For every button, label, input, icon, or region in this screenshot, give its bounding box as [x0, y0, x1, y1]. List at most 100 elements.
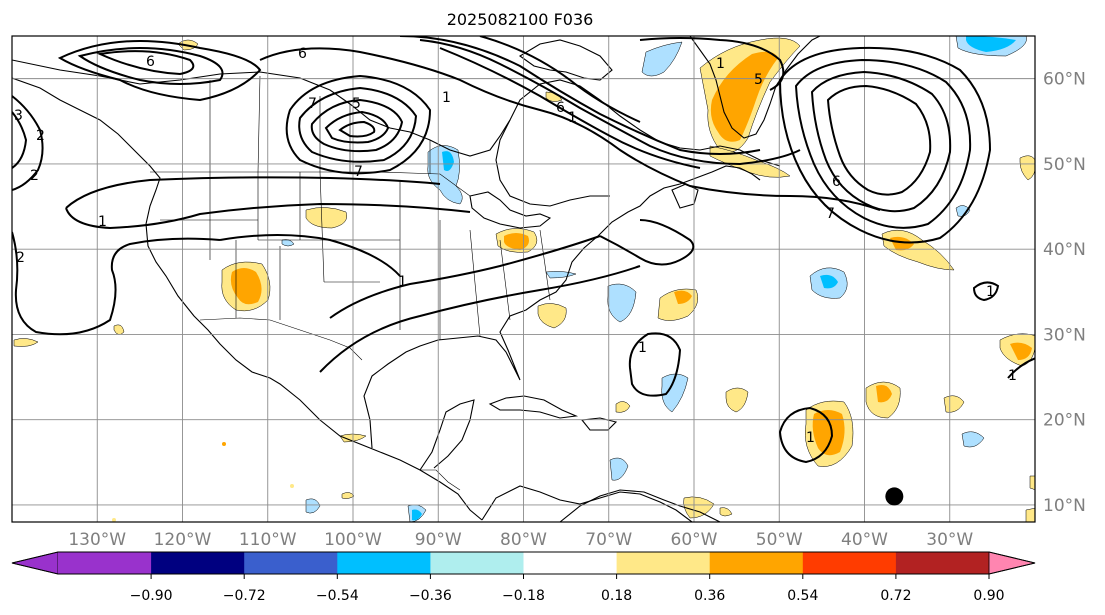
longitude-label: 60°W	[671, 530, 718, 550]
contour-line	[285, 74, 432, 175]
contour-label: 7	[308, 96, 317, 112]
shade-patch	[725, 387, 749, 413]
contour-label: 1	[806, 430, 815, 446]
colorbar-tick-label: −0.72	[223, 588, 266, 604]
contour-line	[65, 202, 471, 230]
contour-label: 2	[16, 250, 25, 266]
contour-line	[599, 219, 695, 266]
colorbar-tick-label: −0.54	[316, 588, 359, 604]
contour-label: 2	[36, 128, 45, 144]
contour-line	[319, 265, 641, 373]
contour-line	[12, 111, 28, 169]
coastline-gulf	[363, 165, 761, 449]
longitude-labels: 130°W 120°W 110°W 100°W 90°W 80°W 70°W 60°W 50°W…	[68, 530, 973, 550]
shade-patch	[442, 151, 454, 171]
colorbar-tick-label: 0.72	[880, 588, 911, 604]
coastline-baffin	[518, 39, 613, 81]
shade-dot	[112, 518, 116, 522]
contour-line	[298, 86, 418, 163]
contour-label: 6	[146, 54, 155, 70]
colorbar-bin	[244, 552, 338, 574]
contour-line	[259, 47, 881, 211]
colorbar-bin	[337, 552, 431, 574]
shade-patch	[13, 338, 39, 347]
colorbar-bin	[709, 552, 804, 574]
shade-patch	[545, 271, 577, 279]
colorbar-bin	[430, 552, 524, 574]
coastline-greenland	[689, 36, 821, 139]
shade-patch	[230, 268, 262, 305]
contour-label: 1	[986, 284, 995, 300]
shade-patch	[812, 410, 845, 456]
contour-line	[57, 39, 262, 102]
coastline-hudson-bay	[495, 119, 610, 207]
contour-labels: 6 6 5 7 1 7 1 6 5 1 2 1 1 2 1 1 1 1 6 7 …	[14, 46, 1017, 446]
contour-line	[439, 47, 701, 169]
map-title: 2025082100 F036	[446, 10, 594, 29]
colorbar-over-arrow	[988, 551, 1036, 575]
coastline-south-america	[559, 489, 721, 522]
contour-line	[12, 95, 44, 191]
shade-patch	[674, 290, 692, 304]
contour-line	[794, 58, 972, 229]
contour-line	[219, 234, 401, 277]
contour-line	[1007, 357, 1035, 379]
colorbar-bin	[616, 552, 711, 574]
shade-patch	[607, 283, 637, 323]
latitude-label: 40°N	[1043, 240, 1086, 260]
contour-label: 6	[832, 174, 841, 190]
contour-label: 6	[298, 46, 307, 62]
latitude-label: 30°N	[1043, 325, 1086, 345]
colorbar-tick-label: −0.90	[130, 588, 173, 604]
shade-dot	[290, 484, 294, 488]
contour-line	[338, 120, 376, 138]
longitude-label: 40°W	[841, 530, 888, 550]
shade-patch	[609, 457, 629, 481]
coastline-great-lakes	[469, 191, 552, 229]
border-us-mexico	[199, 317, 363, 361]
contour-label: 1	[1008, 368, 1017, 384]
contour-line	[310, 98, 404, 153]
contour-label: 1	[716, 56, 725, 72]
latitude-label: 10°N	[1043, 496, 1086, 516]
shade-patch	[719, 507, 733, 517]
shade-patch	[1010, 342, 1032, 360]
colorbar-bin	[802, 552, 897, 574]
shade-patch	[890, 236, 914, 251]
border-canada-provinces	[209, 75, 431, 174]
colorbar-tick-label: 0.54	[787, 588, 818, 604]
shade-patch	[955, 205, 971, 217]
shade-patch	[943, 395, 965, 413]
latitude-label: 60°N	[1043, 70, 1086, 90]
colorbar-tick-label: 0.18	[601, 588, 632, 604]
longitude-label: 50°W	[756, 530, 803, 550]
contour-line	[77, 47, 224, 85]
contour-label: 5	[754, 72, 763, 88]
contour-line	[12, 231, 221, 336]
contour-line	[96, 50, 195, 76]
border-central-america	[420, 469, 461, 491]
shade-patch	[305, 207, 347, 229]
shade-dot	[222, 442, 226, 446]
longitude-label: 90°W	[415, 530, 462, 550]
longitude-label: 100°W	[324, 530, 382, 550]
colorbar: −0.90 −0.72 −0.54 −0.36 −0.18 0.18 0.36 0.54 0.7…	[11, 551, 1036, 604]
shade-patch	[683, 496, 715, 519]
coastline-caribbean-cuba	[488, 395, 579, 419]
anomaly-shading	[13, 36, 1035, 522]
colorbar-bin	[151, 552, 245, 574]
coastline-yucatan	[419, 399, 475, 471]
graticule	[12, 36, 1035, 522]
longitude-label: 30°W	[926, 530, 973, 550]
contour-line	[826, 84, 932, 196]
shade-patch	[966, 36, 1016, 52]
shade-patch	[341, 492, 355, 499]
border-us-states	[160, 171, 551, 340]
coastline-north-america-east	[481, 485, 693, 522]
longitude-label: 70°W	[585, 530, 632, 550]
shade-patch	[1025, 507, 1035, 522]
shade-patch	[537, 303, 567, 329]
map-frame	[11, 35, 1036, 523]
contour-line	[479, 36, 641, 123]
map-area: 6 6 5 7 1 7 1 6 5 1 2 1 1 2 1 1 1 1 6 7 …	[12, 36, 1035, 522]
